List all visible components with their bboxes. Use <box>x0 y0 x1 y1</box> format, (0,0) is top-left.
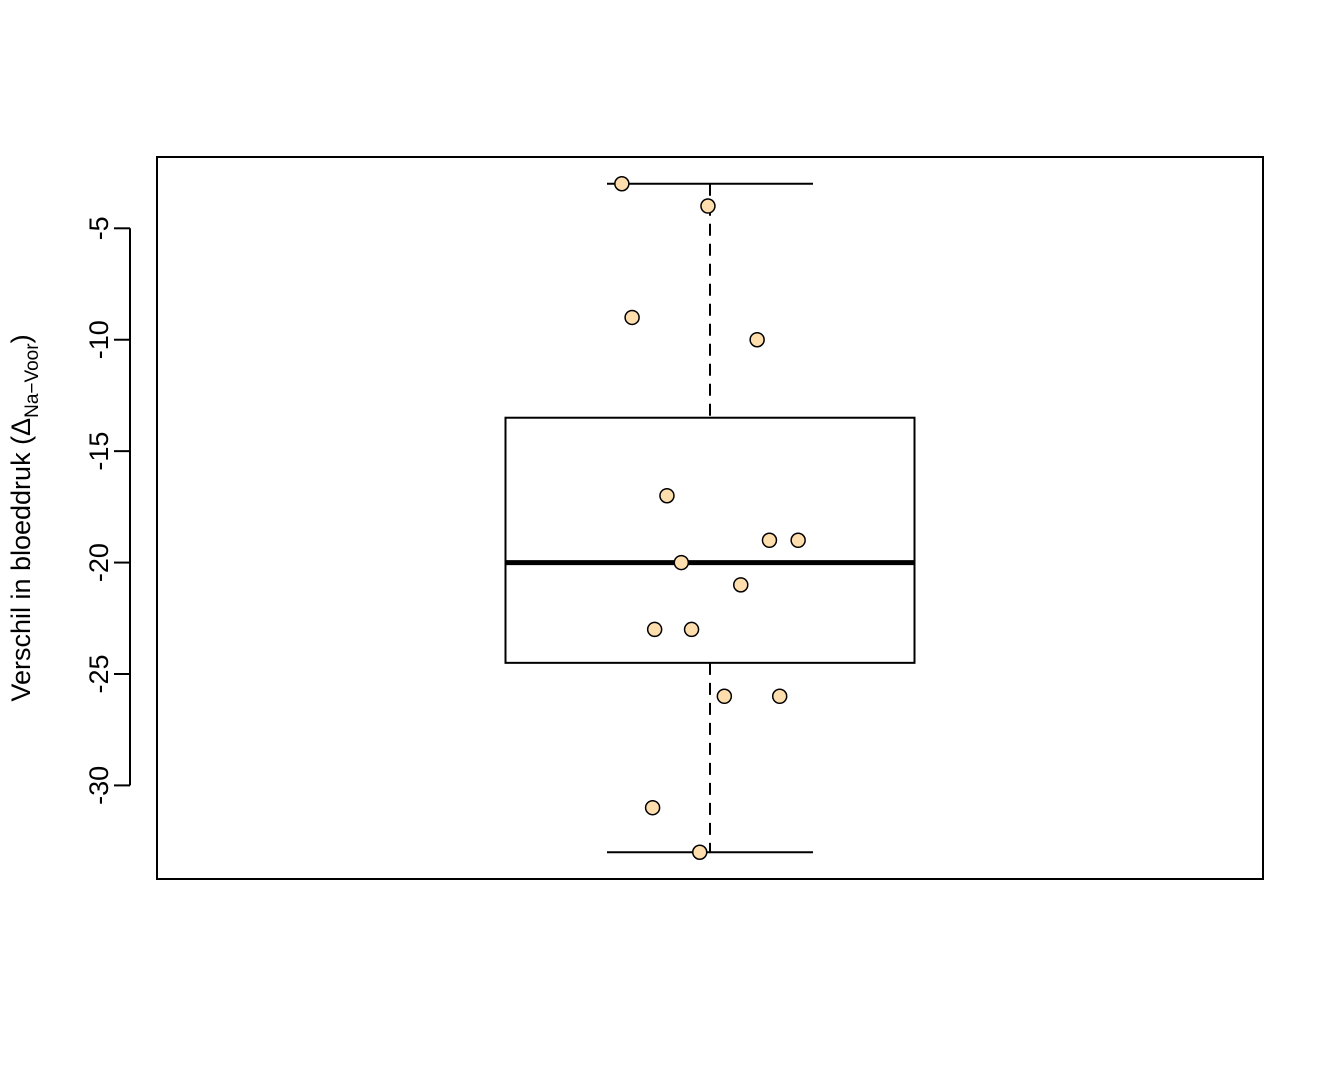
data-point <box>790 532 806 549</box>
plot-frame <box>156 156 1264 880</box>
y-tick-label: -5 <box>84 216 114 240</box>
data-point <box>700 198 716 214</box>
data-point <box>659 487 675 504</box>
y-axis-label-main: Verschil in bloeddruk ( <box>6 436 36 702</box>
data-points <box>614 175 806 861</box>
y-tick-label: -15 <box>84 432 114 471</box>
data-point <box>624 309 640 326</box>
y-tick-label: -25 <box>84 654 114 693</box>
data-point <box>646 621 663 638</box>
data-point <box>761 532 778 549</box>
data-point <box>733 577 749 593</box>
data-point <box>683 621 700 638</box>
y-tick-label: -10 <box>84 320 114 359</box>
box <box>504 182 916 854</box>
data-point <box>614 175 630 192</box>
data-point <box>716 688 733 705</box>
y-tick-label: -20 <box>84 543 114 582</box>
y-tick-label: -30 <box>84 766 114 805</box>
data-point <box>771 688 788 705</box>
data-point <box>749 331 765 348</box>
y-axis-label: Verschil in bloeddruk (ΔNa−Voor) <box>6 334 43 701</box>
y-axis-label-close: ) <box>6 334 36 343</box>
data-point <box>673 554 690 571</box>
y-axis-label-subscript: Na−Voor <box>22 343 43 418</box>
y-ticks: -5 -10 -15 -20 -25 -30 <box>84 216 130 805</box>
y-axis-label-delta: Δ <box>6 418 36 436</box>
data-point <box>692 844 708 861</box>
interquartile-box <box>504 416 916 664</box>
data-point <box>644 799 661 816</box>
